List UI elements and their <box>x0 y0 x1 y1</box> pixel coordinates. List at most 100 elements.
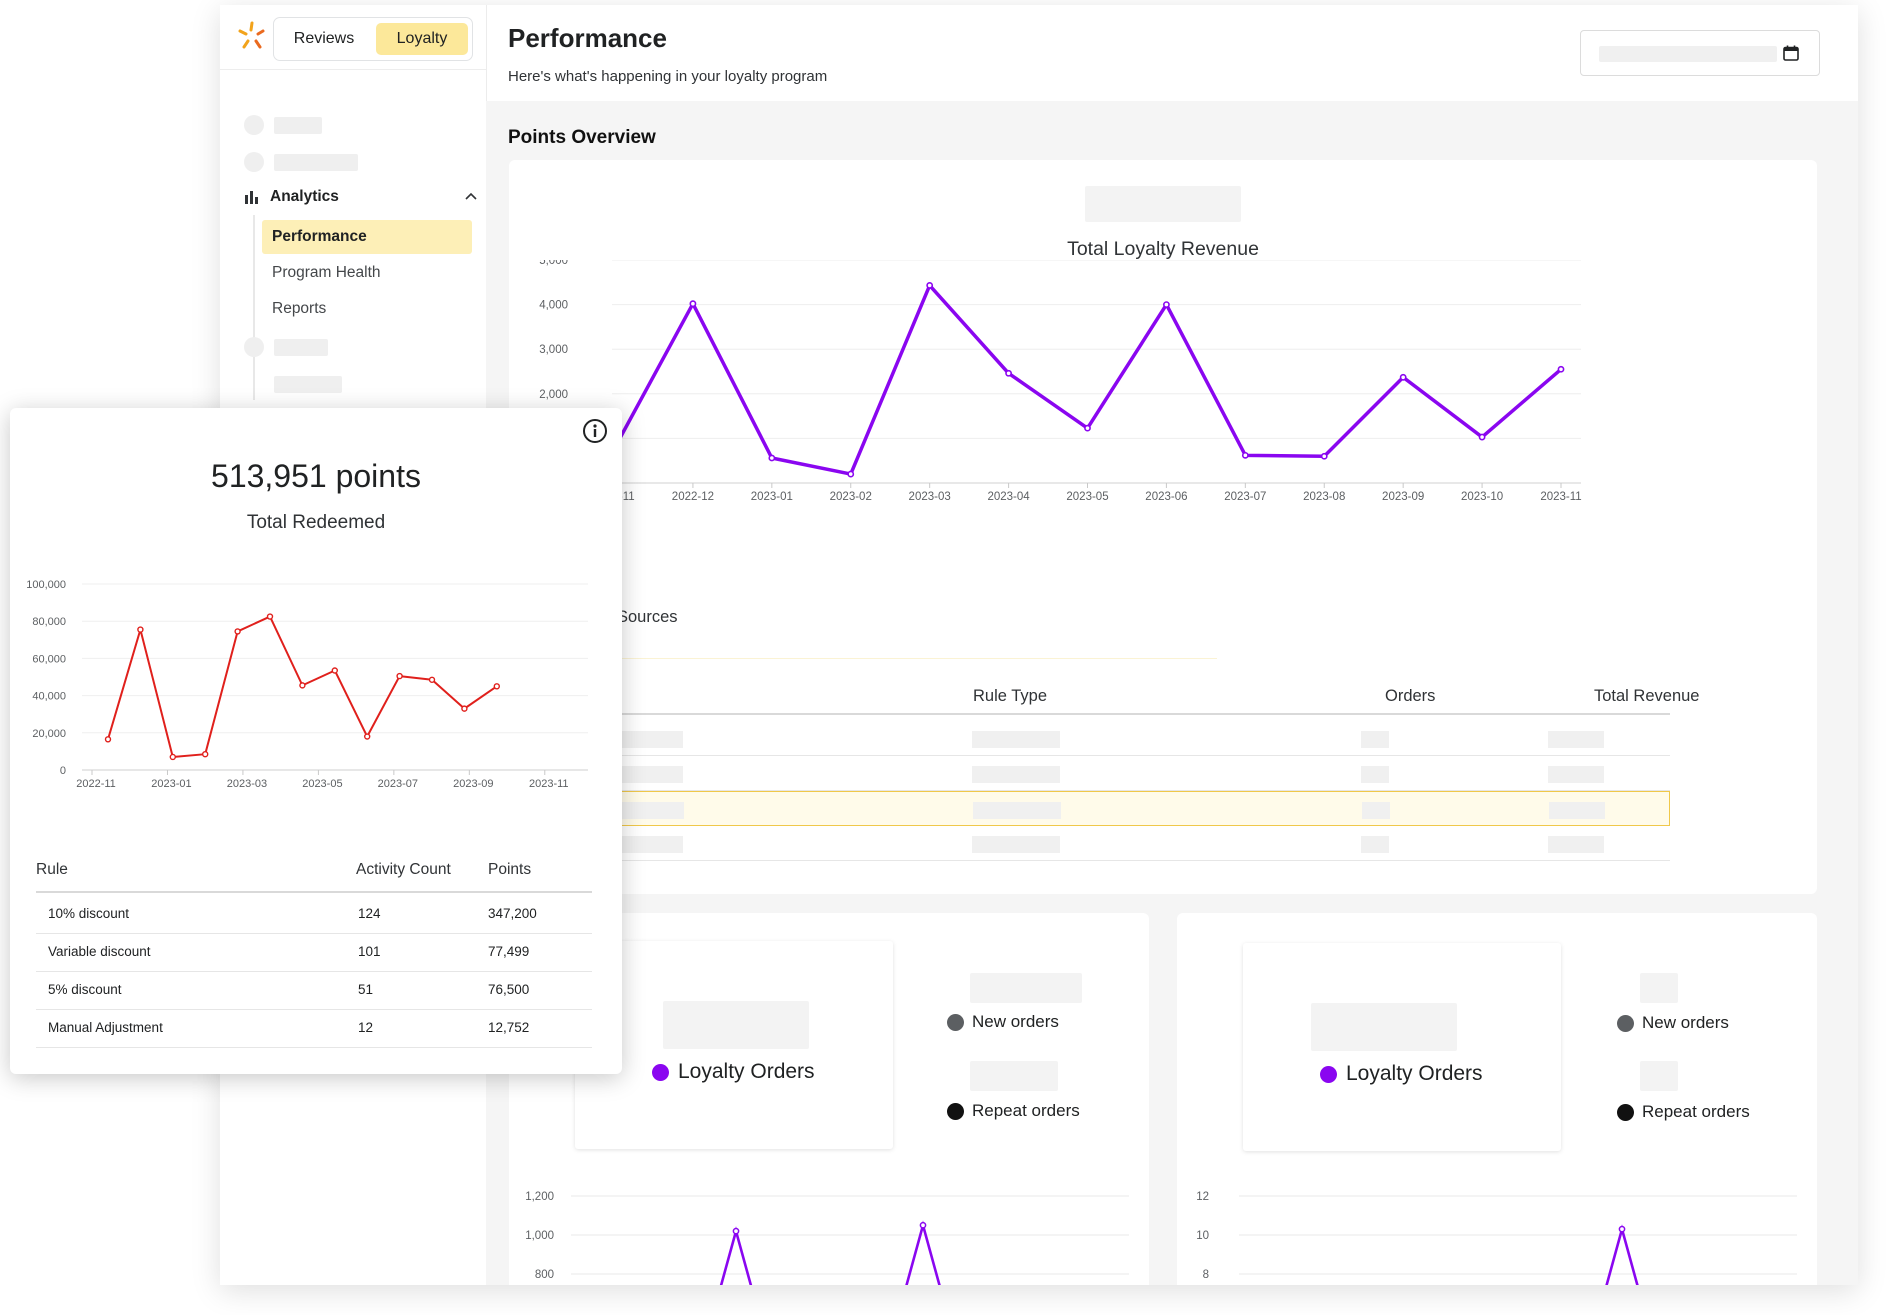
y-tick-label: 8 <box>1203 1269 1209 1281</box>
legend-new-orders: New orders <box>972 1012 1059 1031</box>
cell-placeholder <box>1548 766 1604 783</box>
cell-placeholder <box>1361 731 1389 748</box>
y-tick-label: 100,000 <box>26 579 66 591</box>
y-tick-label: 10 <box>1196 1230 1209 1242</box>
cell-placeholder <box>617 731 683 748</box>
rule-cell: 10% discount <box>48 906 130 921</box>
points-cell: 12,752 <box>488 1020 530 1035</box>
x-tick-label: 2023-07 <box>1224 491 1266 503</box>
total-redeemed-card: 513,951 points Total Redeemed 0 20,000 40,… <box>10 408 622 1074</box>
sidebar-item-performance[interactable]: Performance <box>262 220 472 254</box>
x-tick-label: 2023-07 <box>378 778 418 790</box>
revenue-line-chart: 1,0002,0003,0004,0005,0002022-112022-122… <box>539 260 1582 503</box>
loyalty-orders-dot-icon <box>652 1064 669 1081</box>
legend-repeat-orders: Repeat orders <box>972 1101 1080 1120</box>
new-orders-dot-icon <box>1617 1015 1634 1032</box>
tab-reviews[interactable]: Reviews <box>293 30 355 47</box>
data-point <box>364 733 371 740</box>
repeat-orders-dot-icon <box>947 1103 964 1120</box>
data-point <box>396 672 403 680</box>
column-header-rule-type: Rule Type <box>973 687 1047 705</box>
total-redeemed-label: Total Redeemed <box>246 512 386 533</box>
x-tick-label: 2023-09 <box>1382 491 1424 503</box>
data-point <box>299 682 306 689</box>
y-tick-label: 5,000 <box>539 260 568 267</box>
loyalty-orders-label: Loyalty Orders <box>678 1060 815 1083</box>
table-row[interactable] <box>617 721 1670 756</box>
table-header-divider <box>36 891 592 893</box>
points-cell: 77,499 <box>488 944 530 959</box>
activity-count-cell: 101 <box>358 944 381 959</box>
x-tick-label: 2023-04 <box>987 491 1030 503</box>
loyalty-orders-dot-icon <box>1320 1066 1337 1083</box>
x-tick-label: 2023-03 <box>909 491 951 503</box>
x-tick-label: 2023-02 <box>830 491 872 503</box>
data-point <box>137 626 144 633</box>
date-range-picker[interactable] <box>1580 30 1820 76</box>
chevron-up-icon[interactable] <box>465 192 477 200</box>
loyalty-orders-panel: Loyalty Orders <box>575 941 893 1149</box>
column-header-total-revenue: Total Revenue <box>1594 687 1700 705</box>
info-icon[interactable] <box>582 418 608 444</box>
revenue-chart-title: Total Loyalty Revenue <box>1067 238 1259 260</box>
data-point <box>1399 373 1407 381</box>
data-point <box>689 300 697 308</box>
cell-placeholder <box>1361 766 1389 783</box>
submenu-guide-line <box>253 215 255 400</box>
cell-placeholder <box>972 836 1060 853</box>
cell-placeholder <box>972 731 1060 748</box>
cell-placeholder <box>973 802 1061 819</box>
data-point <box>732 1227 740 1235</box>
y-tick-label: 800 <box>535 1269 554 1281</box>
x-tick-label: 2023-08 <box>1303 491 1345 503</box>
data-point <box>1320 452 1328 460</box>
data-point <box>201 750 209 758</box>
x-tick-label: 2023-03 <box>227 778 267 790</box>
total-redeemed-value: 513,951 points <box>211 458 421 494</box>
data-point <box>1557 365 1565 373</box>
new-orders-value-placeholder <box>970 973 1082 1003</box>
repeat-orders-value-placeholder <box>1640 1061 1678 1091</box>
table-row[interactable] <box>617 756 1670 791</box>
activity-count-cell: 124 <box>358 906 381 921</box>
sidebar-item-analytics[interactable]: Analytics <box>244 183 484 211</box>
tab-indicator <box>617 658 1217 659</box>
data-point <box>169 753 177 761</box>
orders-line-chart-2: 8 10 12 <box>1196 1191 1797 1285</box>
data-point <box>1163 301 1170 308</box>
nav-placeholder-label <box>274 117 322 134</box>
page-subtitle: Here's what's happening in your loyalty … <box>508 68 828 85</box>
tab-loyalty[interactable]: Loyalty <box>376 23 468 55</box>
table-row[interactable] <box>617 826 1670 861</box>
orders-series-line <box>1605 1224 1639 1285</box>
rule-cell: 5% discount <box>48 982 122 997</box>
data-point <box>919 1221 927 1229</box>
nav-placeholder-icon <box>244 115 264 135</box>
sidebar-item-program-health[interactable]: Program Health <box>272 264 381 281</box>
revenue-series-line <box>612 283 1563 476</box>
data-point <box>461 705 468 712</box>
y-tick-label: 3,000 <box>539 344 568 356</box>
nav-placeholder-icon <box>244 152 264 172</box>
column-header-points: Points <box>488 861 532 878</box>
column-header-rule: Rule <box>36 861 68 878</box>
y-tick-label: 1,200 <box>525 1191 554 1203</box>
cell-placeholder <box>1361 836 1389 853</box>
cell-placeholder <box>617 836 683 853</box>
x-tick-label: 2023-05 <box>302 778 342 790</box>
data-point <box>428 676 436 683</box>
data-point <box>1241 451 1249 459</box>
table-row[interactable] <box>617 791 1670 826</box>
table-row: 5% discount 51 76,500 <box>36 972 592 1010</box>
data-point <box>1005 369 1012 377</box>
calendar-icon[interactable] <box>1782 44 1800 62</box>
nav-placeholder-label <box>274 154 358 171</box>
y-tick-label: 20,000 <box>32 728 66 740</box>
legend-new-orders: New orders <box>1642 1013 1729 1032</box>
sidebar-item-reports[interactable]: Reports <box>272 300 327 317</box>
points-cell: 76,500 <box>488 982 530 997</box>
x-tick-label: 2022-12 <box>672 491 714 503</box>
data-point <box>234 628 241 635</box>
revenue-value-placeholder <box>1085 186 1241 222</box>
table-row: Manual Adjustment 12 12,752 <box>36 1010 592 1048</box>
